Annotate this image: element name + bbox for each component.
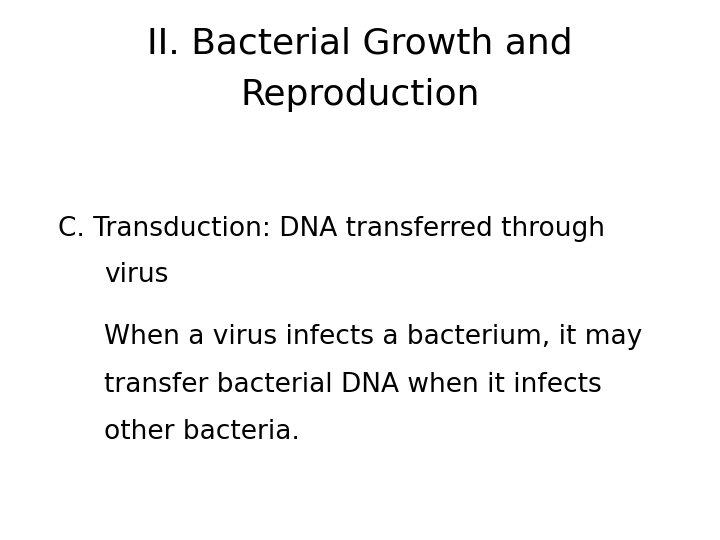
Text: II. Bacterial Growth and: II. Bacterial Growth and [147, 27, 573, 61]
Text: virus: virus [104, 262, 168, 288]
Text: When a virus infects a bacterium, it may: When a virus infects a bacterium, it may [104, 324, 643, 350]
Text: transfer bacterial DNA when it infects: transfer bacterial DNA when it infects [104, 372, 602, 397]
Text: Reproduction: Reproduction [240, 78, 480, 112]
Text: C. Transduction: DNA transferred through: C. Transduction: DNA transferred through [58, 216, 605, 242]
Text: other bacteria.: other bacteria. [104, 419, 300, 445]
